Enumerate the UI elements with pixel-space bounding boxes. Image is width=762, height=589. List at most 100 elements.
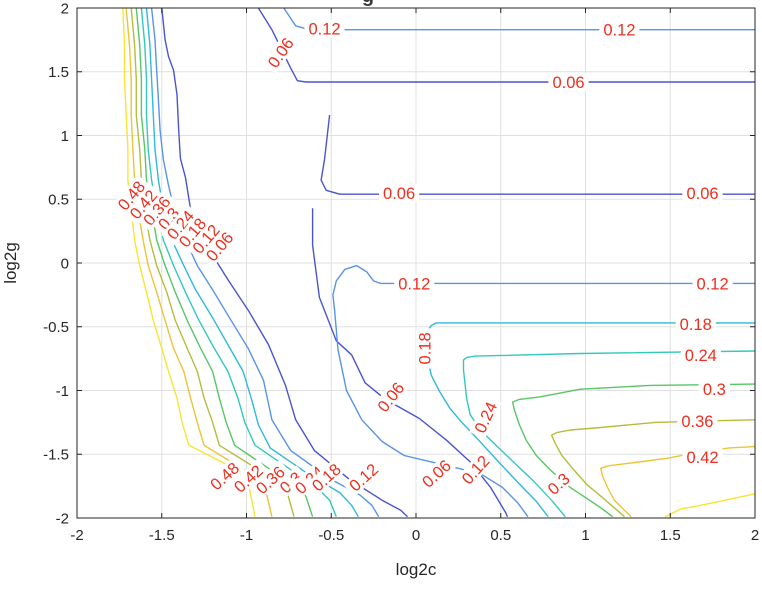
x-tick-label: 1.5 (660, 527, 681, 544)
contour-label-mask (342, 457, 385, 497)
x-tick-label: -2 (70, 527, 83, 544)
contour-label-group: 0.06 (371, 375, 410, 418)
y-axis-label: log2g (1, 242, 20, 284)
contour-label: 0.3 (703, 381, 726, 399)
contour-label-mask (548, 73, 589, 91)
contour-line-0.24 (462, 350, 756, 518)
contour-label-mask (199, 225, 239, 268)
x-tick-label: 1 (581, 527, 589, 544)
contour-label-group: 0.18 (416, 328, 434, 369)
contour-line-0.42 (600, 445, 756, 518)
contour-label-mask (416, 328, 433, 369)
contour-label-mask (227, 458, 269, 499)
contour-label: 0.06 (686, 185, 718, 203)
contour-line-0.3 (135, 7, 314, 517)
contour-label-group: 0.12 (455, 448, 496, 491)
x-tick-label: 0 (412, 527, 420, 544)
contour-label-group: 0.12 (692, 274, 733, 293)
contour-label-group: 0.12 (394, 274, 435, 293)
contour-label: 0.18 (416, 332, 434, 364)
contour-label-mask (304, 19, 345, 37)
contour-label-mask (394, 274, 435, 292)
contour-label-mask (137, 189, 177, 232)
y-tick-label: -2 (56, 510, 69, 527)
contour-line-0.3 (511, 383, 756, 518)
contour-label-mask (261, 31, 299, 74)
contour-label: 0.18 (680, 316, 712, 334)
contour-line-0.18 (145, 7, 360, 518)
y-tick-label: 0.5 (48, 192, 69, 209)
contour-label-mask (415, 453, 457, 494)
contour-label-mask (123, 183, 163, 226)
contour-label-mask (305, 457, 347, 497)
contour-label: 0.06 (383, 185, 415, 203)
contour-label: 0.12 (603, 22, 635, 40)
contour-label-mask (203, 456, 246, 496)
plot-title-fragment: g (362, 0, 374, 7)
contour-line-0.48 (664, 493, 756, 518)
contour-label-mask (541, 466, 576, 501)
y-tick-label: -0.5 (43, 319, 69, 336)
contour-label-group: 0.06 (261, 31, 299, 74)
contour-label: 0.42 (686, 449, 718, 467)
contour-label-mask (469, 395, 502, 440)
contour-label-group: 0.06 (379, 184, 420, 203)
contour-line-0.24 (140, 7, 337, 517)
x-tick-label: -0.5 (318, 527, 344, 544)
contour-label: 0.36 (681, 413, 713, 431)
contour-label-mask (160, 203, 200, 246)
contour-label-mask (599, 21, 640, 39)
contour-label-group: 0.06 (548, 73, 589, 92)
contour-label: 0.12 (697, 275, 729, 293)
contour-label-mask (692, 274, 733, 292)
x-tick-label: -1 (240, 527, 253, 544)
y-tick-label: 1.5 (48, 64, 69, 81)
contour-label-group: 0.12 (304, 19, 345, 38)
contour-label-mask (675, 315, 716, 333)
y-tick-label: 2 (61, 0, 69, 17)
contour-label-mask (677, 412, 718, 430)
contour-label-mask (698, 380, 730, 398)
contour-label: 0.24 (685, 347, 717, 365)
contour-label: 0.12 (308, 20, 340, 38)
contour-line-0.12 (150, 7, 380, 518)
contour-line-0.06 (257, 7, 755, 83)
contour-label-group: 0.12 (599, 21, 640, 40)
contour-line-0.06 (320, 115, 755, 195)
contour-label-mask (111, 174, 151, 217)
contour-label-mask (682, 448, 723, 466)
contour-label-mask (682, 184, 723, 202)
contour-label-mask (288, 460, 330, 500)
y-tick-label: 1 (61, 128, 69, 145)
contour-label-group: 0.48 (203, 456, 246, 496)
contour-label: 0.12 (398, 275, 430, 293)
x-tick-label: -1.5 (149, 527, 175, 544)
contour-label-mask (680, 346, 721, 364)
gridlines (77, 8, 755, 518)
contour-line-0.18 (427, 322, 755, 518)
contour-label-mask (172, 211, 212, 254)
contour-line-0.12 (283, 7, 755, 31)
contour-label-group: 0.3 (698, 380, 730, 399)
x-tick-label: 0.5 (490, 527, 511, 544)
contour-label-mask (455, 448, 496, 491)
contour-label-group: 0.12 (342, 457, 385, 497)
contour-line-0.48 (122, 7, 256, 517)
contour-label-group: 0.42 (682, 448, 723, 467)
y-tick-label: -1 (56, 383, 69, 400)
contour-label: 0.06 (552, 74, 584, 92)
contour-line-0.36 (550, 419, 756, 518)
x-tick-label: 2 (751, 527, 759, 544)
contour-label-group: 0.24 (469, 395, 502, 440)
contour-label-group: 0.3 (541, 466, 576, 501)
axes-box-and-ticks (76, 7, 756, 519)
contour-label-group: 0.06 (682, 184, 723, 203)
contour-label-mask (151, 200, 186, 236)
contour-label-mask (379, 184, 420, 202)
contour-label-group: 0.24 (680, 346, 721, 365)
contour-value-labels: 0.12 0.12 0.06 0.06 0.06 0.06 0.12 0.12 0.18 0.18… (111, 19, 733, 501)
contour-line-0.42 (125, 7, 273, 517)
contour-label-mask (273, 465, 308, 500)
